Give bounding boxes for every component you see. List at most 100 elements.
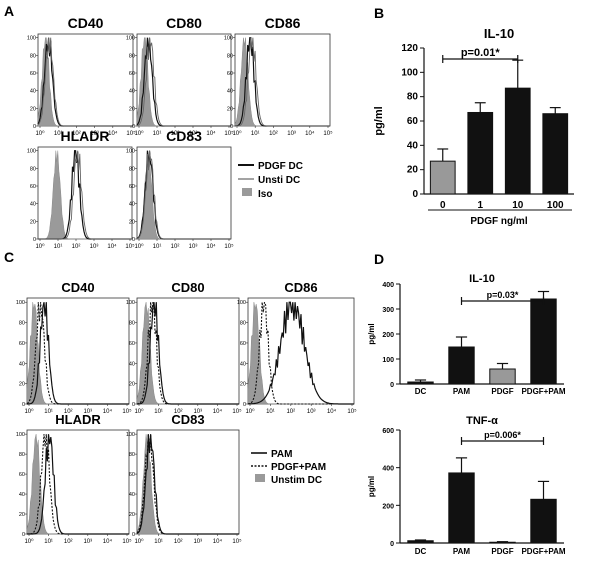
histogram-y-tick-label: 20 bbox=[19, 382, 25, 388]
bar-chart-title: TNF-α bbox=[466, 415, 498, 427]
histogram-x-tick-label: 10² bbox=[174, 409, 183, 415]
histogram-curve-gray-thin bbox=[136, 37, 231, 127]
histogram-y-tick-label: 20 bbox=[240, 382, 246, 388]
legend-label: PDGF+PAM bbox=[271, 462, 326, 473]
histogram-x-tick-label: 10² bbox=[64, 409, 73, 415]
histogram-y-tick-label: 60 bbox=[30, 71, 36, 77]
category-label: 100 bbox=[547, 200, 564, 211]
histogram-y-tick-label: 60 bbox=[227, 71, 233, 77]
bar bbox=[448, 472, 475, 544]
histogram-y-tick-label: 60 bbox=[19, 341, 25, 347]
histogram-y-tick-label: 40 bbox=[30, 89, 36, 95]
histogram-y-tick-label: 20 bbox=[129, 106, 135, 112]
histogram-y-tick-label: 40 bbox=[19, 492, 25, 498]
category-label: DC bbox=[415, 547, 427, 556]
histogram-x-tick-label: 10² bbox=[171, 244, 180, 250]
bar-chart-title: IL-10 bbox=[484, 26, 514, 41]
y-axis-label: pg/ml bbox=[373, 106, 385, 135]
bar bbox=[407, 381, 434, 385]
legend-swatch-unstim bbox=[255, 474, 265, 482]
bar bbox=[530, 498, 557, 544]
histogram-y-tick-label: 80 bbox=[19, 452, 25, 458]
histogram-x-tick-label: 10¹ bbox=[154, 409, 163, 415]
y-tick-label: 0 bbox=[412, 189, 418, 200]
legend-label: Iso bbox=[258, 189, 272, 200]
histogram-x-tick-label: 10² bbox=[286, 409, 295, 415]
category-label: PDGF bbox=[491, 547, 513, 556]
category-label: 1 bbox=[477, 200, 483, 211]
histogram-x-tick-label: 10³ bbox=[189, 131, 198, 137]
bar bbox=[407, 540, 434, 544]
histogram-y-tick-label: 100 bbox=[16, 432, 25, 438]
y-tick-label: 80 bbox=[407, 92, 419, 103]
histogram-x-tick-label: 10⁴ bbox=[213, 538, 223, 545]
bar-chart-title: IL-10 bbox=[469, 273, 495, 285]
histogram-x-tick-label: 10¹ bbox=[154, 539, 163, 545]
histogram-x-tick-label: 10⁰ bbox=[134, 538, 144, 545]
histogram-x-tick-label: 10⁴ bbox=[213, 408, 223, 415]
histogram-curve-solid bbox=[136, 434, 239, 535]
histogram-title-cd83: CD83 bbox=[166, 128, 202, 144]
histogram-x-tick-label: 10⁵ bbox=[126, 130, 136, 137]
histogram-frame bbox=[26, 297, 130, 405]
y-tick-label: 0 bbox=[390, 382, 394, 389]
histogram-x-tick-label: 10⁰ bbox=[24, 538, 34, 545]
histogram-y-tick-label: 60 bbox=[30, 184, 36, 190]
histogram-y-tick-label: 0 bbox=[132, 237, 135, 243]
histogram-frame bbox=[234, 33, 331, 127]
histogram-y-tick-label: 80 bbox=[227, 53, 233, 59]
histogram-x-tick-label: 10³ bbox=[83, 539, 92, 545]
histogram-y-tick-label: 100 bbox=[126, 300, 135, 306]
histogram-curve-dotted bbox=[27, 434, 129, 535]
histogram-y-tick-label: 100 bbox=[27, 149, 36, 155]
histogram-x-tick-label: 10⁴ bbox=[206, 243, 216, 250]
histogram-title-cd86: CD86 bbox=[284, 280, 317, 295]
histogram-x-tick-label: 10⁰ bbox=[35, 130, 45, 137]
histogram-x-tick-label: 10³ bbox=[83, 409, 92, 415]
histogram-x-tick-label: 10³ bbox=[90, 244, 99, 250]
y-tick-label: 400 bbox=[382, 466, 394, 473]
histogram-y-tick-label: 80 bbox=[129, 321, 135, 327]
histogram-y-tick-label: 0 bbox=[132, 402, 135, 408]
y-tick-label: 60 bbox=[407, 116, 419, 127]
histogram-y-tick-label: 40 bbox=[129, 361, 135, 367]
bar bbox=[448, 346, 475, 385]
legend-swatch-iso bbox=[242, 188, 252, 196]
histogram-x-tick-label: 10⁴ bbox=[108, 130, 118, 137]
histogram-curve-gray-thin bbox=[37, 37, 133, 127]
histogram-y-tick-label: 60 bbox=[19, 472, 25, 478]
histogram-y-tick-label: 80 bbox=[240, 321, 246, 327]
category-label: PDGF+PAM bbox=[521, 387, 565, 396]
histogram-x-tick-label: 10¹ bbox=[153, 131, 162, 137]
histogram-title-cd40: CD40 bbox=[61, 280, 94, 295]
histogram-x-tick-label: 10¹ bbox=[153, 244, 162, 250]
histogram-y-tick-label: 40 bbox=[19, 361, 25, 367]
y-tick-label: 300 bbox=[382, 307, 394, 314]
histogram-x-tick-label: 10² bbox=[72, 244, 81, 250]
histogram-y-tick-label: 80 bbox=[30, 166, 36, 172]
significance-label: p=0.006* bbox=[484, 430, 521, 440]
histogram-frame bbox=[26, 429, 130, 535]
y-tick-label: 120 bbox=[401, 43, 418, 54]
histogram-x-tick-label: 10⁰ bbox=[134, 408, 144, 415]
histogram-title-cd80: CD80 bbox=[171, 280, 204, 295]
histogram-x-tick-label: 10⁵ bbox=[122, 538, 132, 545]
bar bbox=[429, 160, 456, 195]
y-tick-label: 600 bbox=[382, 428, 394, 435]
histogram-x-tick-label: 10¹ bbox=[251, 131, 260, 137]
histogram-x-tick-label: 10⁴ bbox=[206, 130, 216, 137]
histogram-frame bbox=[247, 297, 355, 405]
x-axis-label: PDGF ng/ml bbox=[470, 216, 527, 227]
histogram-y-tick-label: 0 bbox=[132, 124, 135, 130]
histogram-y-tick-label: 100 bbox=[16, 300, 25, 306]
histogram-y-tick-label: 0 bbox=[132, 532, 135, 538]
histogram-title-hladr: HLADR bbox=[55, 412, 101, 427]
histogram-title-hladr: HLADR bbox=[61, 128, 110, 144]
bar bbox=[467, 111, 494, 195]
histogram-y-tick-label: 80 bbox=[129, 53, 135, 59]
histogram-y-tick-label: 20 bbox=[30, 219, 36, 225]
histogram-y-tick-label: 20 bbox=[227, 106, 233, 112]
histogram-x-tick-label: 10¹ bbox=[54, 131, 63, 137]
category-label: 0 bbox=[440, 200, 446, 211]
